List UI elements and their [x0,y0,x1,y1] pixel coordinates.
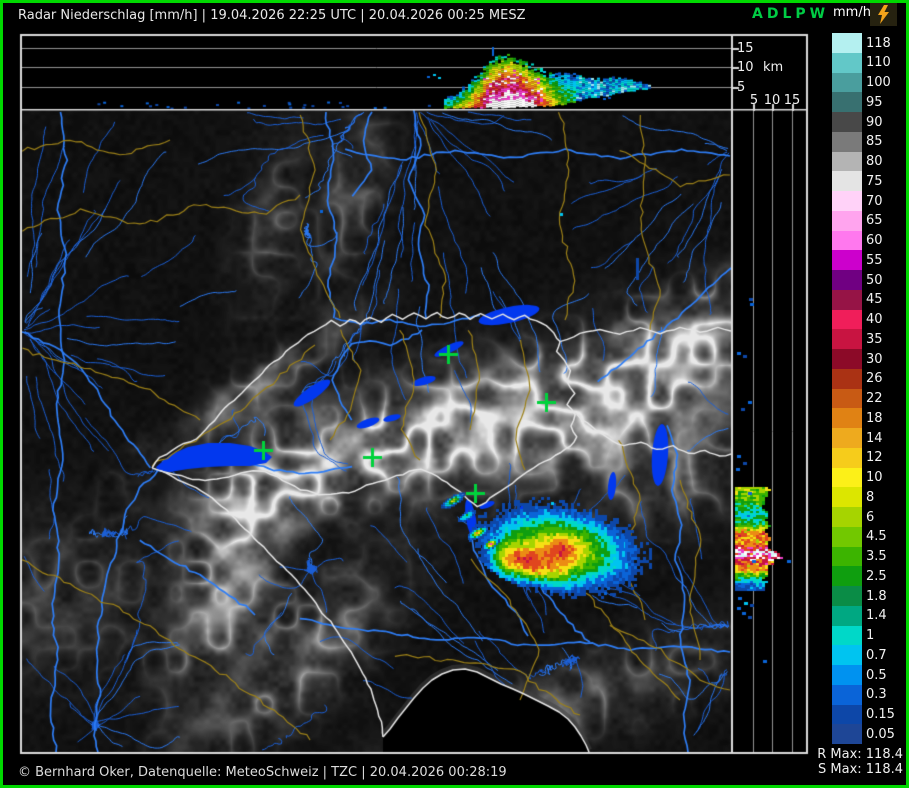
legend-swatch [832,605,862,626]
legend-value: 2.5 [866,568,887,584]
legend-value: 118 [866,35,891,51]
title-bar: Radar Niederschlag [mm/h] | 19.04.2026 2… [18,8,526,23]
legend-swatch [832,625,862,646]
legend-swatch [832,349,862,369]
distance-tick-15: 15 [783,93,801,108]
legend-swatch [832,289,862,310]
legend-value: 90 [866,114,883,130]
legend-value: 40 [866,312,883,327]
legend-value: 1 [866,628,875,643]
legend-value: 6 [866,509,875,525]
legend-swatch [832,171,862,191]
legend-swatch [832,368,862,389]
legend-value: 70 [866,193,883,209]
lightning-bolt-glyph [878,4,889,24]
legend-value: 1.8 [866,588,887,604]
height-km-unit: km [763,60,784,75]
legend-value: 0.5 [866,667,887,683]
legend-value: 65 [866,213,883,229]
legend-swatch [832,250,862,270]
legend-value: 0.15 [866,707,895,722]
legend-swatch [832,72,862,93]
legend-swatch [832,191,862,211]
legend-value: 14 [866,430,883,446]
height-tick-5: 5 [737,80,746,95]
legend-value: 55 [866,252,883,268]
legend-swatch [832,92,862,112]
legend-swatch [832,329,862,349]
legend-swatch [832,665,862,685]
legend-value: 95 [866,94,883,110]
legend-swatch [832,388,862,409]
legend-swatch [832,151,862,172]
legend-swatch [832,586,862,606]
legend-value: 1.4 [866,608,887,624]
legend-swatch [832,447,862,468]
s-max-label: S Max: 118.4 [818,762,903,777]
legend-value: 0.7 [866,647,887,663]
legend-value: 22 [866,391,883,406]
footer-credit: © Bernhard Oker, Datenquelle: MeteoSchwe… [18,765,507,780]
legend-swatch [832,408,862,428]
lightning-icon [870,2,897,26]
legend-value: 8 [866,489,875,505]
legend-swatch [832,684,862,705]
legend-value: 60 [866,233,883,248]
legend-value: 45 [866,292,883,308]
legend-swatch [832,309,862,330]
legend-value: 30 [866,351,883,367]
legend-value: 75 [866,173,883,189]
r-max-label: R Max: 118.4 [817,747,903,762]
legend-value: 50 [866,272,883,288]
legend-swatch [832,507,862,527]
legend-value: 10 [866,470,883,485]
legend-swatch [832,645,862,665]
legend-swatch [832,566,862,586]
legend-value: 3.5 [866,549,887,564]
legend-swatch [832,487,862,507]
legend-value: 100 [866,75,891,90]
legend-value: 85 [866,134,883,150]
legend-swatch [832,270,862,290]
distance-tick-5: 5 [749,93,759,108]
legend-swatch [832,546,862,567]
legend-value: 26 [866,371,883,387]
legend-value: 4.5 [866,529,887,545]
legend-swatch [832,428,862,448]
legend-unit-label: mm/h [833,5,871,20]
legend-swatch [832,467,862,488]
legend-swatch [832,704,862,725]
legend-swatch [832,526,862,547]
height-tick-15: 15 [737,41,754,56]
legend-swatch [832,210,862,231]
legend-value: 0.3 [866,687,887,703]
distance-tick-10: 10 [763,93,781,108]
legend-value: 80 [866,154,883,169]
radar-codes-label: ADLPW [752,6,830,22]
legend-swatch [832,52,862,73]
legend-swatch [832,724,862,744]
legend-swatch [832,131,862,152]
legend-value: 110 [866,55,891,71]
legend-swatch [832,230,862,251]
height-tick-10: 10 [737,60,754,75]
legend-value: 18 [866,410,883,426]
legend-swatch [832,33,862,53]
legend-value: 12 [866,450,883,466]
legend-value: 35 [866,331,883,347]
legend-value: 0.05 [866,726,895,742]
legend-swatch [832,112,862,132]
legend-color-scale [832,33,862,744]
